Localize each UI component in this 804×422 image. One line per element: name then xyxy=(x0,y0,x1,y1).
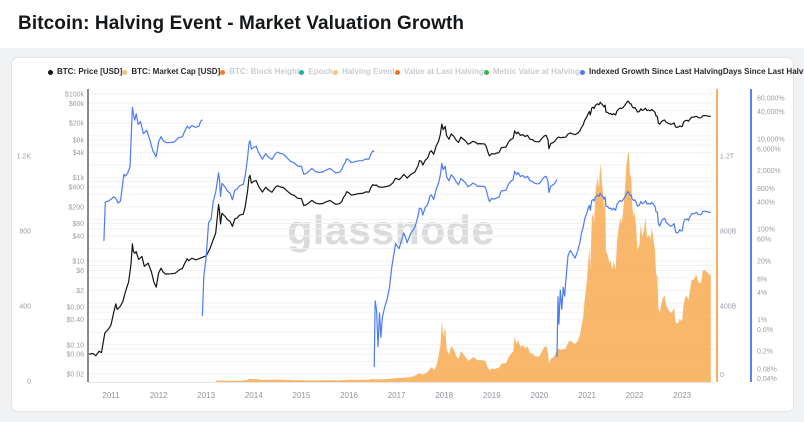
svg-text:60%: 60% xyxy=(757,237,771,244)
legend-dot xyxy=(299,69,305,75)
svg-text:$200: $200 xyxy=(68,204,84,211)
svg-text:1%: 1% xyxy=(757,317,767,324)
svg-text:6,000%: 6,000% xyxy=(757,146,781,153)
legend-label: Days Since Last Halving xyxy=(722,67,804,76)
svg-text:400: 400 xyxy=(19,304,31,311)
legend: BTC: Price [USD] BTC: Market Cap [USD] BTC… xyxy=(48,65,804,79)
legend-label: BTC: Market Cap [USD] xyxy=(131,67,221,76)
svg-text:$40: $40 xyxy=(72,234,84,241)
svg-text:2,000%: 2,000% xyxy=(757,168,781,175)
series-market-cap-area[interactable] xyxy=(215,151,711,382)
svg-text:2017: 2017 xyxy=(388,391,406,400)
svg-text:0: 0 xyxy=(27,379,31,386)
legend-item-btc-block-height[interactable]: BTC: Block Height xyxy=(220,68,299,76)
legend-label: BTC: Block Height xyxy=(229,67,300,76)
svg-text:8%: 8% xyxy=(757,276,767,283)
svg-text:0: 0 xyxy=(720,372,724,379)
series-price-line[interactable] xyxy=(89,100,711,357)
svg-text:$0.06: $0.06 xyxy=(66,352,84,359)
svg-text:400B: 400B xyxy=(720,304,737,311)
legend-dot xyxy=(483,69,489,75)
svg-text:0.2%: 0.2% xyxy=(757,349,773,356)
svg-text:800%: 800% xyxy=(757,186,775,193)
legend-label: BTC: Price [USD] xyxy=(57,67,123,76)
legend-label: Metric Value at Halving xyxy=(492,67,581,76)
legend-dot xyxy=(394,69,400,75)
page-title: Bitcoin: Halving Event - Market Valuatio… xyxy=(18,13,465,34)
svg-text:2022: 2022 xyxy=(626,391,644,400)
legend-dot xyxy=(122,69,128,75)
gridlines xyxy=(88,93,714,383)
svg-text:800B: 800B xyxy=(720,229,737,236)
legend-label: Indexed Growth Since Last Halving xyxy=(589,67,723,76)
svg-text:2012: 2012 xyxy=(150,391,168,400)
svg-text:0.6%: 0.6% xyxy=(757,327,773,334)
series-indexed-growth-line[interactable] xyxy=(103,106,711,367)
legend-item-btc-price-usd[interactable]: BTC: Price [USD] xyxy=(48,68,122,76)
svg-text:$8k: $8k xyxy=(73,137,85,144)
svg-text:2011: 2011 xyxy=(102,391,120,400)
svg-text:2014: 2014 xyxy=(245,391,263,400)
legend-item-halving-event[interactable]: Halving Event xyxy=(332,67,395,76)
glassnode-watermark: glassnode xyxy=(287,207,495,253)
svg-text:4%: 4% xyxy=(757,290,767,297)
legend-label: Epoch xyxy=(308,67,333,76)
svg-text:$600: $600 xyxy=(68,184,84,191)
svg-text:2015: 2015 xyxy=(293,391,311,400)
svg-text:10,000%: 10,000% xyxy=(757,136,785,143)
axis-tick-labels: 1.2K8004000$100k$60k$20k$8k$4k$1k$600$20… xyxy=(17,92,785,401)
svg-text:2018: 2018 xyxy=(435,391,453,400)
legend-dot xyxy=(220,69,226,75)
svg-text:2023: 2023 xyxy=(673,391,691,400)
svg-text:$0.80: $0.80 xyxy=(66,305,84,312)
svg-text:100%: 100% xyxy=(757,227,775,234)
svg-text:$0.02: $0.02 xyxy=(66,372,84,379)
legend-item-epoch[interactable]: Epoch xyxy=(299,67,333,76)
svg-text:$2: $2 xyxy=(76,288,84,295)
svg-text:1.2T: 1.2T xyxy=(720,154,735,161)
legend-label: Value at Last Halving xyxy=(403,67,484,76)
legend-item-metric-value-at-halving[interactable]: Metric Value at Halving xyxy=(483,67,581,76)
svg-text:$100k: $100k xyxy=(65,92,85,99)
svg-text:$0.40: $0.40 xyxy=(66,317,84,324)
legend-item-indexed-growth-since-last-halving[interactable]: Indexed Growth Since Last Halving xyxy=(580,68,723,76)
svg-text:$10: $10 xyxy=(72,259,84,266)
svg-text:$6: $6 xyxy=(76,268,84,275)
svg-text:40,000%: 40,000% xyxy=(757,109,785,116)
svg-text:2019: 2019 xyxy=(483,391,501,400)
svg-text:20%: 20% xyxy=(757,258,771,265)
chart-canvas[interactable]: 1.2K8004000$100k$60k$20k$8k$4k$1k$600$20… xyxy=(12,58,795,413)
svg-text:$0.10: $0.10 xyxy=(66,342,84,349)
svg-text:0.04%: 0.04% xyxy=(757,376,777,383)
svg-text:$1k: $1k xyxy=(73,175,85,182)
svg-text:2021: 2021 xyxy=(578,391,596,400)
svg-text:1.2K: 1.2K xyxy=(17,154,32,161)
legend-item-value-at-last-halving[interactable]: Value at Last Halving xyxy=(394,67,484,76)
svg-text:$60k: $60k xyxy=(69,101,85,108)
svg-text:2016: 2016 xyxy=(340,391,358,400)
legend-label: Halving Event xyxy=(341,67,395,76)
svg-text:80,000%: 80,000% xyxy=(757,96,785,103)
chart-card: BTC: Price [USD] BTC: Market Cap [USD] BTC… xyxy=(11,57,804,413)
legend-item-btc-market-cap-usd[interactable]: BTC: Market Cap [USD] xyxy=(122,68,220,76)
svg-text:800: 800 xyxy=(19,229,31,236)
svg-text:400%: 400% xyxy=(757,200,775,207)
legend-dot xyxy=(48,69,53,75)
legend-dot xyxy=(332,69,338,75)
svg-text:$20k: $20k xyxy=(69,121,85,128)
svg-text:0.08%: 0.08% xyxy=(757,367,777,374)
legend-item-days-since-last-halving[interactable]: Days Since Last Halving xyxy=(723,68,804,76)
svg-text:$80: $80 xyxy=(72,221,84,228)
svg-text:$4k: $4k xyxy=(73,150,85,157)
page-header: Bitcoin: Halving Event - Market Valuatio… xyxy=(0,0,804,48)
svg-text:2020: 2020 xyxy=(531,391,549,400)
legend-dot xyxy=(580,69,586,75)
svg-text:2013: 2013 xyxy=(197,391,215,400)
